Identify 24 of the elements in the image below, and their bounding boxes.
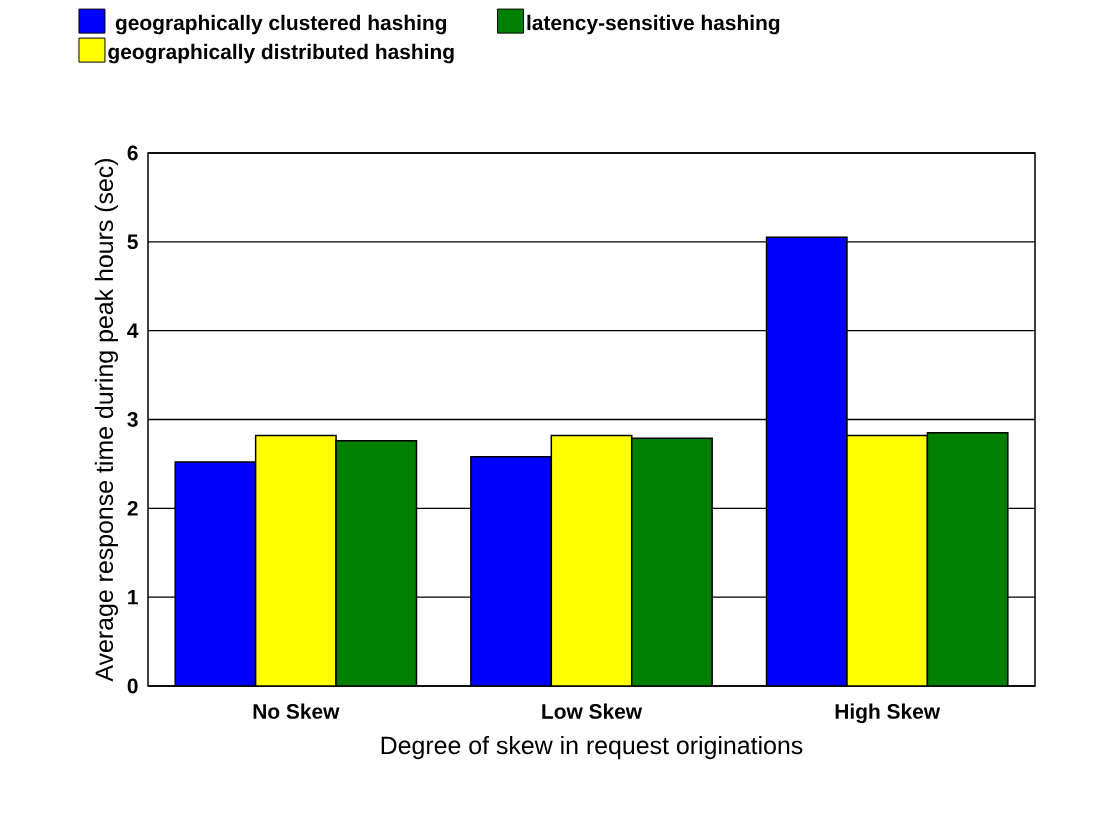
y-tick-label: 3 [127, 412, 138, 427]
y-tick-label: 2 [127, 501, 138, 516]
bar [765, 236, 848, 686]
bar [174, 461, 257, 686]
x-tick-label: Low Skew [542, 703, 643, 719]
legend-label: geographically distributed hashing [108, 43, 454, 64]
y-tick-label: 0 [127, 678, 138, 694]
y-tick-label: 5 [127, 234, 138, 250]
y-tick-label: 6 [127, 145, 138, 161]
x-axis-title: Degree of skew in request originations [381, 735, 803, 760]
y-axis-title: Average response time during peak hours (sec) [94, 159, 119, 682]
bar [254, 434, 337, 686]
bar [926, 432, 1009, 686]
bar [470, 456, 553, 686]
bar [846, 434, 929, 686]
y-tick-label: 4 [127, 323, 139, 338]
legend-label: latency-sensitive hashing [527, 14, 780, 35]
x-tick-label: No Skew [253, 703, 340, 719]
x-tick-label: High Skew [835, 703, 941, 724]
legend-label: geographically clustered hashing [115, 14, 447, 35]
y-tick-label: 1 [128, 589, 138, 605]
bar [335, 440, 418, 686]
bar [630, 437, 713, 686]
bar [550, 434, 633, 686]
